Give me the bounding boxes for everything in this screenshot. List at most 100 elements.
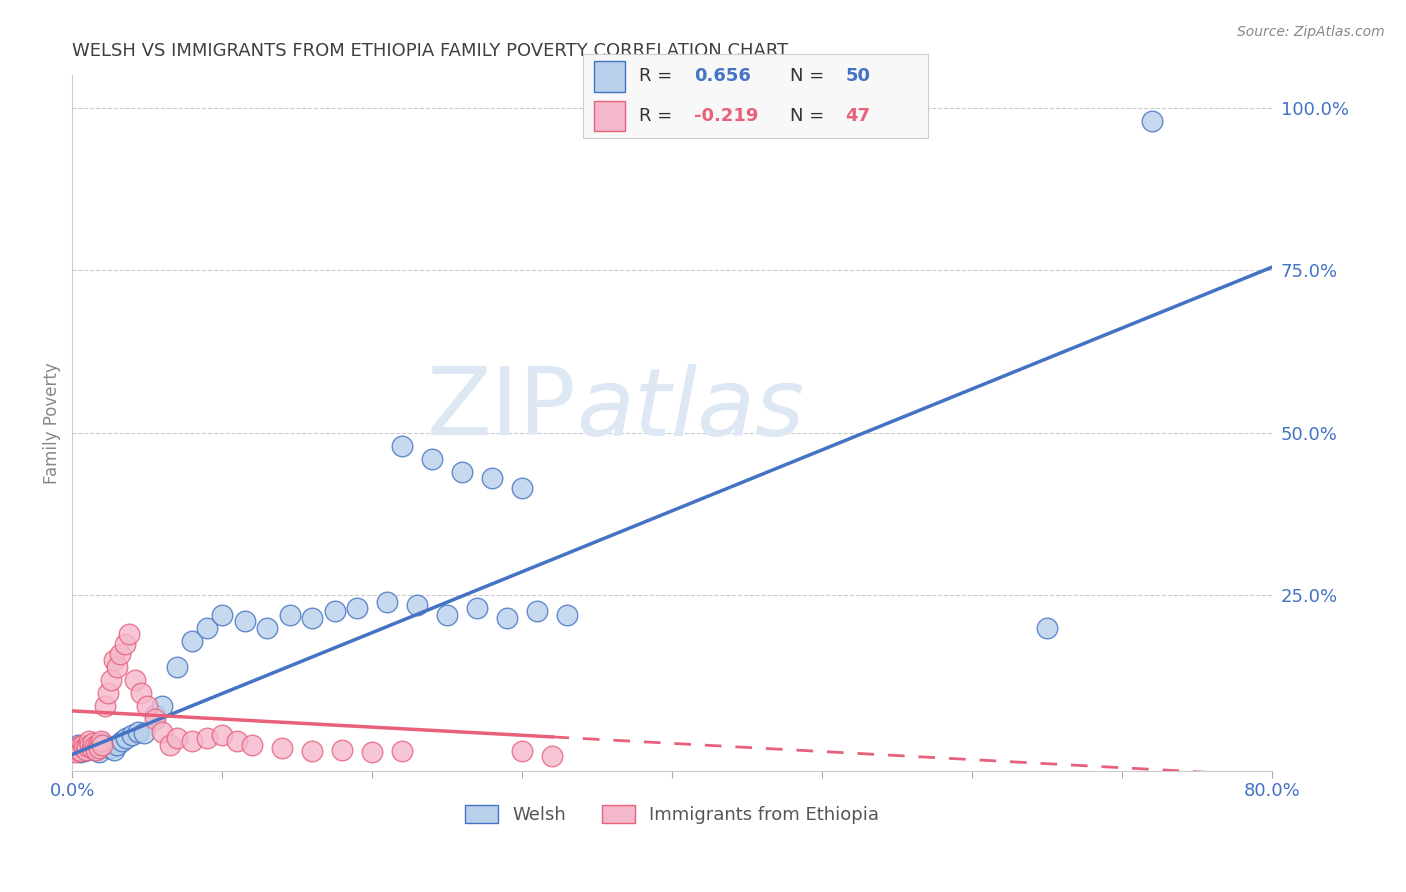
Text: atlas: atlas bbox=[576, 364, 804, 455]
Text: 0.656: 0.656 bbox=[693, 68, 751, 86]
Point bbox=[391, 439, 413, 453]
Text: 47: 47 bbox=[845, 107, 870, 125]
Point bbox=[271, 741, 294, 756]
Point bbox=[1036, 621, 1059, 635]
Point bbox=[346, 601, 368, 615]
Point bbox=[62, 744, 84, 758]
Text: WELSH VS IMMIGRANTS FROM ETHIOPIA FAMILY POVERTY CORRELATION CHART: WELSH VS IMMIGRANTS FROM ETHIOPIA FAMILY… bbox=[72, 42, 789, 60]
Point bbox=[301, 611, 323, 625]
Point bbox=[375, 595, 398, 609]
Point bbox=[90, 734, 112, 748]
Point bbox=[301, 744, 323, 758]
Point bbox=[89, 741, 111, 756]
Point bbox=[181, 734, 204, 748]
Point bbox=[75, 741, 97, 756]
Point bbox=[111, 734, 134, 748]
Point bbox=[496, 611, 519, 625]
Text: R =: R = bbox=[638, 107, 678, 125]
Point bbox=[115, 731, 138, 746]
Point bbox=[526, 604, 548, 618]
Point bbox=[91, 738, 114, 752]
Point bbox=[79, 741, 101, 756]
FancyBboxPatch shape bbox=[593, 62, 624, 92]
Point bbox=[1142, 113, 1164, 128]
Point bbox=[66, 744, 89, 758]
Text: R =: R = bbox=[638, 68, 678, 86]
Point bbox=[70, 743, 93, 757]
Point bbox=[97, 686, 120, 700]
Point bbox=[77, 734, 100, 748]
Point bbox=[150, 698, 173, 713]
Point bbox=[84, 743, 107, 757]
Point bbox=[211, 728, 233, 742]
Point bbox=[84, 743, 107, 757]
Point bbox=[226, 734, 249, 748]
Point bbox=[70, 744, 93, 758]
Point bbox=[67, 743, 90, 757]
Point bbox=[330, 743, 353, 757]
Point bbox=[76, 739, 98, 753]
Point bbox=[240, 738, 263, 752]
Point bbox=[124, 673, 146, 687]
Text: -0.219: -0.219 bbox=[693, 107, 758, 125]
Point bbox=[103, 743, 125, 757]
Point bbox=[100, 673, 122, 687]
Point bbox=[391, 744, 413, 758]
Point bbox=[211, 607, 233, 622]
Point bbox=[150, 724, 173, 739]
Point bbox=[105, 659, 128, 673]
Point bbox=[143, 708, 166, 723]
Point bbox=[233, 614, 256, 628]
Point bbox=[195, 731, 218, 746]
Point bbox=[166, 731, 188, 746]
Point bbox=[76, 743, 98, 757]
Point bbox=[143, 712, 166, 726]
Y-axis label: Family Poverty: Family Poverty bbox=[44, 362, 60, 483]
Point bbox=[127, 724, 149, 739]
Point bbox=[77, 738, 100, 752]
Point bbox=[256, 621, 278, 635]
Point bbox=[451, 465, 474, 479]
Point bbox=[278, 607, 301, 622]
Point bbox=[129, 686, 152, 700]
Point bbox=[420, 451, 443, 466]
Point bbox=[98, 741, 121, 756]
Point bbox=[75, 743, 97, 757]
Point bbox=[65, 741, 87, 756]
Point bbox=[436, 607, 458, 622]
Text: Source: ZipAtlas.com: Source: ZipAtlas.com bbox=[1237, 25, 1385, 39]
Point bbox=[181, 633, 204, 648]
Point bbox=[105, 738, 128, 752]
Point bbox=[481, 471, 503, 485]
Point bbox=[83, 739, 105, 753]
Point bbox=[69, 739, 91, 753]
Point bbox=[66, 741, 89, 756]
Point bbox=[510, 744, 533, 758]
Point bbox=[91, 736, 114, 750]
Point bbox=[67, 738, 90, 752]
Text: N =: N = bbox=[790, 68, 830, 86]
Point bbox=[166, 659, 188, 673]
Point bbox=[82, 739, 104, 753]
Point bbox=[79, 738, 101, 752]
Point bbox=[103, 653, 125, 667]
Legend: Welsh, Immigrants from Ethiopia: Welsh, Immigrants from Ethiopia bbox=[465, 805, 879, 824]
Point bbox=[65, 746, 87, 760]
Point bbox=[73, 741, 96, 756]
Point bbox=[121, 728, 143, 742]
FancyBboxPatch shape bbox=[593, 101, 624, 131]
Text: ZIP: ZIP bbox=[426, 363, 576, 455]
Point bbox=[110, 647, 132, 661]
Point bbox=[195, 621, 218, 635]
Point bbox=[82, 736, 104, 750]
Point bbox=[114, 637, 136, 651]
Point bbox=[118, 627, 141, 641]
Point bbox=[557, 607, 579, 622]
Point bbox=[323, 604, 346, 618]
Text: N =: N = bbox=[790, 107, 830, 125]
Point bbox=[94, 698, 117, 713]
Text: 50: 50 bbox=[845, 68, 870, 86]
Point bbox=[87, 738, 110, 752]
Point bbox=[73, 744, 96, 758]
Point bbox=[72, 739, 94, 753]
